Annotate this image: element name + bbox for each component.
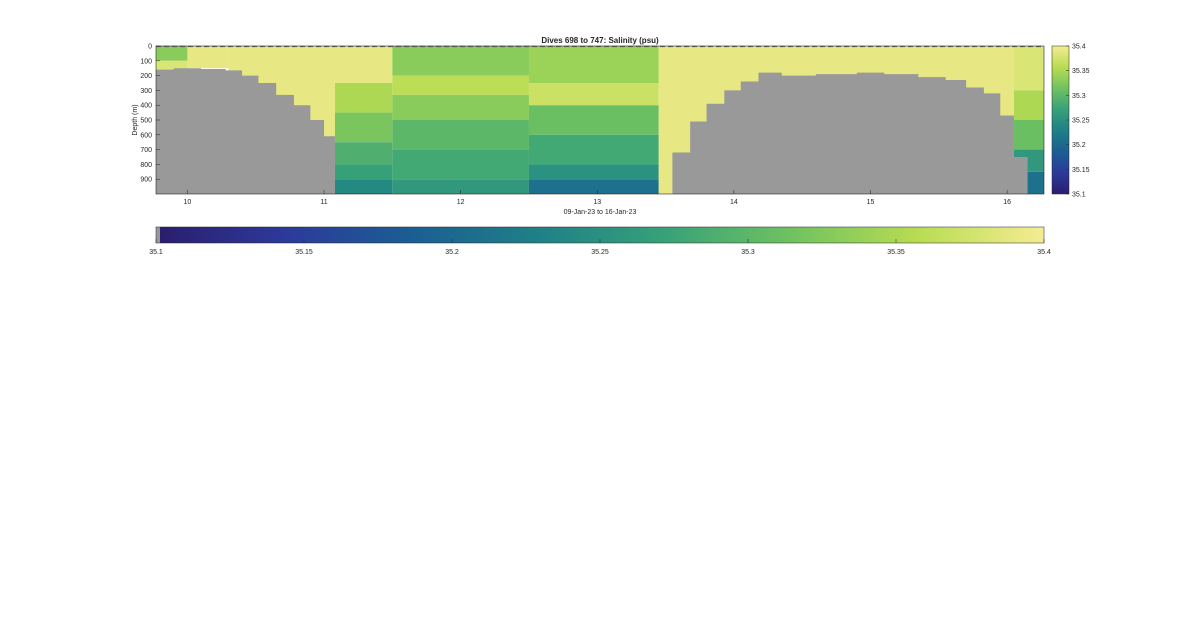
colorbar-right-tick-label: 35.4 [1072,44,1086,51]
y-tick-label: 100 [140,58,152,65]
salinity-cell [392,179,529,194]
salinity-cell [156,46,188,61]
colorbar-nodata-swatch [156,227,160,243]
salinity-cell [334,112,393,143]
colorbar-bottom-tick-label: 35.4 [1037,249,1051,256]
colorbar-right-tick-label: 35.1 [1072,192,1086,199]
y-tick-label: 200 [140,73,152,80]
colorbar-right-ticks: 35.1 35.15 35.2 35.25 35.3 35.35 35.4 [1066,44,1090,199]
salinity-cell [528,105,659,135]
colorbar-right-tick-label: 35.35 [1072,68,1090,75]
salinity-cell [528,134,659,165]
colorbar-right-tick-label: 35.2 [1072,142,1086,149]
salinity-cell [187,46,229,69]
x-tick-label: 15 [867,199,875,206]
x-axis-label: 09-Jan-23 to 16-Jan-23 [564,209,637,216]
y-tick-label: 900 [140,177,152,184]
salinity-cell [334,142,393,165]
salinity-cell [392,94,529,120]
colorbar-bottom-tick-label: 35.25 [591,249,609,256]
y-tick-label: 600 [140,132,152,139]
salinity-cell [392,46,529,76]
salinity-cell [334,164,393,180]
salinity-cell [334,179,393,194]
y-axis-label: Depth (m) [132,104,139,135]
y-tick-label: 0 [148,44,152,51]
salinity-cell [1013,120,1044,150]
x-axis: 10 11 12 13 14 15 16 [184,190,1011,206]
colorbar-right-tick-label: 35.25 [1072,118,1090,125]
salinity-cell [528,83,659,106]
x-tick-label: 11 [320,199,327,206]
colorbar-bottom-tick-label: 35.35 [887,249,905,256]
y-tick-label: 500 [140,118,152,125]
x-tick-label: 12 [457,199,465,206]
salinity-cell [392,75,529,95]
colorbar-bottom-tick-label: 35.3 [741,249,755,256]
y-tick-label: 800 [140,162,152,169]
y-axis: 0 100 200 300 400 500 600 700 800 900 [140,44,160,184]
salinity-cell [334,83,393,113]
seafloor-mask [156,68,1044,194]
colorbar-bottom-tick-label: 35.15 [295,249,313,256]
y-tick-label: 300 [140,88,152,95]
colorbar-bottom-gradient [160,227,1044,243]
colorbar-bottom-ticks: 35.1 35.15 35.2 35.25 35.3 35.35 35.4 [149,239,1051,256]
colorbar-right: 35.1 35.15 35.2 35.25 35.3 35.35 35.4 [1051,44,1090,199]
x-tick-label: 16 [1003,199,1011,206]
y-tick-label: 700 [140,147,152,154]
plot-area [155,45,1045,195]
salinity-cell [1013,46,1044,91]
salinity-cell [1013,90,1044,120]
colorbar-right-tick-label: 35.15 [1072,167,1090,174]
colorbar-bottom: 35.1 35.15 35.2 35.25 35.3 35.35 35.4 [149,226,1051,256]
salinity-cell [334,46,393,83]
colorbar-bottom-tick-label: 35.2 [445,249,459,256]
x-tick-label: 14 [730,199,738,206]
colorbar-bottom-tick-label: 35.1 [149,249,163,256]
chart-title: Dives 698 to 747: Salinity (psu) [541,36,659,45]
salinity-cell [392,149,529,180]
x-tick-label: 10 [184,199,192,206]
salinity-cell [528,46,659,83]
colorbar-right-tick-label: 35.3 [1072,93,1086,100]
salinity-cell [392,120,529,150]
x-tick-label: 13 [593,199,601,206]
salinity-cell [528,179,659,194]
y-tick-label: 400 [140,103,152,110]
salinity-cell [528,164,659,180]
